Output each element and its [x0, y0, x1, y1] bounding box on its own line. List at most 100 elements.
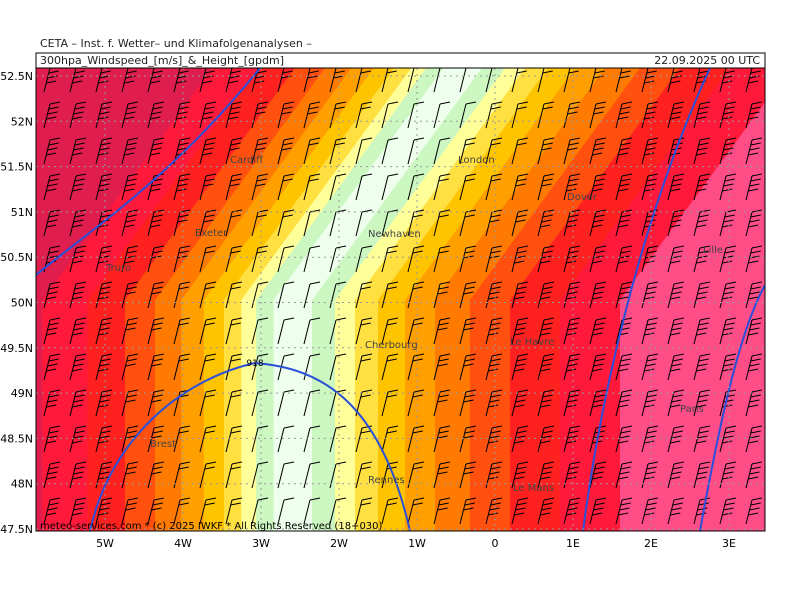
- wind-barb: [69, 353, 87, 381]
- barb-flag: [72, 260, 83, 264]
- barb-staff: [485, 499, 493, 525]
- barb-flag: [309, 317, 321, 321]
- barb-staff: [69, 175, 77, 201]
- barb-flag: [124, 152, 135, 156]
- barb-flag: [257, 317, 269, 321]
- barb-flag: [670, 260, 681, 264]
- barb-flag: [386, 70, 397, 74]
- barb-flag: [748, 260, 759, 264]
- barb-flag: [205, 497, 217, 501]
- barb-staff: [407, 103, 415, 129]
- barb-flag: [569, 137, 581, 141]
- barb-flag: [514, 512, 525, 516]
- barb-flag: [72, 404, 83, 408]
- barb-flag: [387, 497, 399, 501]
- barb-staff: [329, 175, 337, 201]
- barb-flag: [644, 260, 655, 264]
- barb-flag: [517, 497, 529, 501]
- barb-staff: [69, 463, 77, 489]
- barb-flag: [618, 224, 629, 228]
- barb-staff: [511, 68, 519, 93]
- wind-barb: [95, 101, 113, 129]
- barb-flag: [517, 281, 529, 285]
- wind-barb: [355, 245, 373, 273]
- barb-flag: [647, 245, 659, 249]
- barb-staff: [303, 319, 311, 345]
- barb-staff: [719, 211, 727, 237]
- wind-barb: [563, 173, 581, 201]
- wind-barb: [485, 245, 503, 273]
- wind-barb: [329, 101, 347, 129]
- barb-flag: [465, 353, 477, 357]
- barb-flag: [127, 497, 139, 501]
- barb-flag: [151, 399, 162, 403]
- barb-flag: [540, 296, 551, 300]
- wind-barb: [251, 281, 269, 309]
- barb-flag: [101, 461, 113, 465]
- barb-flag: [152, 430, 163, 434]
- lon-label: 4W: [174, 537, 192, 550]
- barb-flag: [725, 497, 737, 501]
- wind-barb: [719, 173, 737, 201]
- barb-flag: [670, 440, 681, 444]
- barb-flag: [673, 245, 685, 249]
- barb-flag: [595, 353, 607, 357]
- wind-barb: [407, 389, 425, 417]
- barb-staff: [225, 211, 233, 237]
- lon-label: 5W: [96, 537, 114, 550]
- barb-flag: [465, 245, 477, 249]
- barb-flag: [151, 327, 162, 331]
- wind-barb: [303, 461, 321, 489]
- barb-flag: [283, 101, 295, 105]
- barb-flag: [725, 425, 737, 429]
- barb-staff: [485, 68, 493, 93]
- barb-flag: [566, 368, 577, 372]
- barb-staff: [225, 283, 233, 309]
- wind-barb: [563, 353, 581, 381]
- barb-flag: [205, 137, 217, 141]
- barb-flag: [73, 327, 84, 331]
- barb-flag: [566, 404, 577, 408]
- barb-flag: [360, 358, 371, 362]
- barb-flag: [256, 106, 267, 110]
- barb-flag: [568, 106, 579, 110]
- barb-flag: [645, 327, 656, 331]
- barb-flag: [592, 260, 603, 264]
- barb-flag: [308, 142, 319, 146]
- wind-barb: [511, 68, 527, 93]
- wind-barb: [589, 173, 607, 201]
- barb-flag: [413, 281, 425, 285]
- barb-flag: [594, 106, 605, 110]
- wind-barb: [381, 68, 397, 93]
- barb-flag: [204, 358, 215, 362]
- barb-flag: [517, 317, 529, 321]
- wind-barb: [563, 68, 579, 93]
- barb-staff: [95, 247, 103, 273]
- barb-flag: [73, 111, 84, 115]
- barb-staff: [641, 391, 649, 417]
- barb-staff: [433, 499, 441, 525]
- barb-flag: [73, 399, 84, 403]
- barb-flag: [438, 250, 449, 254]
- barb-flag: [126, 466, 137, 470]
- barb-staff: [459, 211, 467, 237]
- barb-flag: [699, 137, 711, 141]
- barb-flag: [281, 111, 292, 115]
- wind-barb: [95, 209, 113, 237]
- barb-flag: [698, 502, 709, 506]
- barb-flag: [542, 322, 553, 326]
- barb-flag: [490, 178, 501, 182]
- wind-barb: [407, 353, 425, 381]
- barb-staff: [43, 427, 51, 453]
- barb-flag: [749, 147, 760, 151]
- barb-staff: [667, 68, 675, 93]
- barb-staff: [615, 427, 623, 453]
- barb-flag: [673, 389, 685, 393]
- barb-flag: [99, 471, 110, 475]
- barb-flag: [568, 322, 579, 326]
- barb-flag: [751, 353, 763, 357]
- barb-staff: [251, 247, 259, 273]
- barb-flag: [205, 173, 217, 177]
- barb-flag: [541, 363, 552, 367]
- barb-staff: [615, 139, 623, 165]
